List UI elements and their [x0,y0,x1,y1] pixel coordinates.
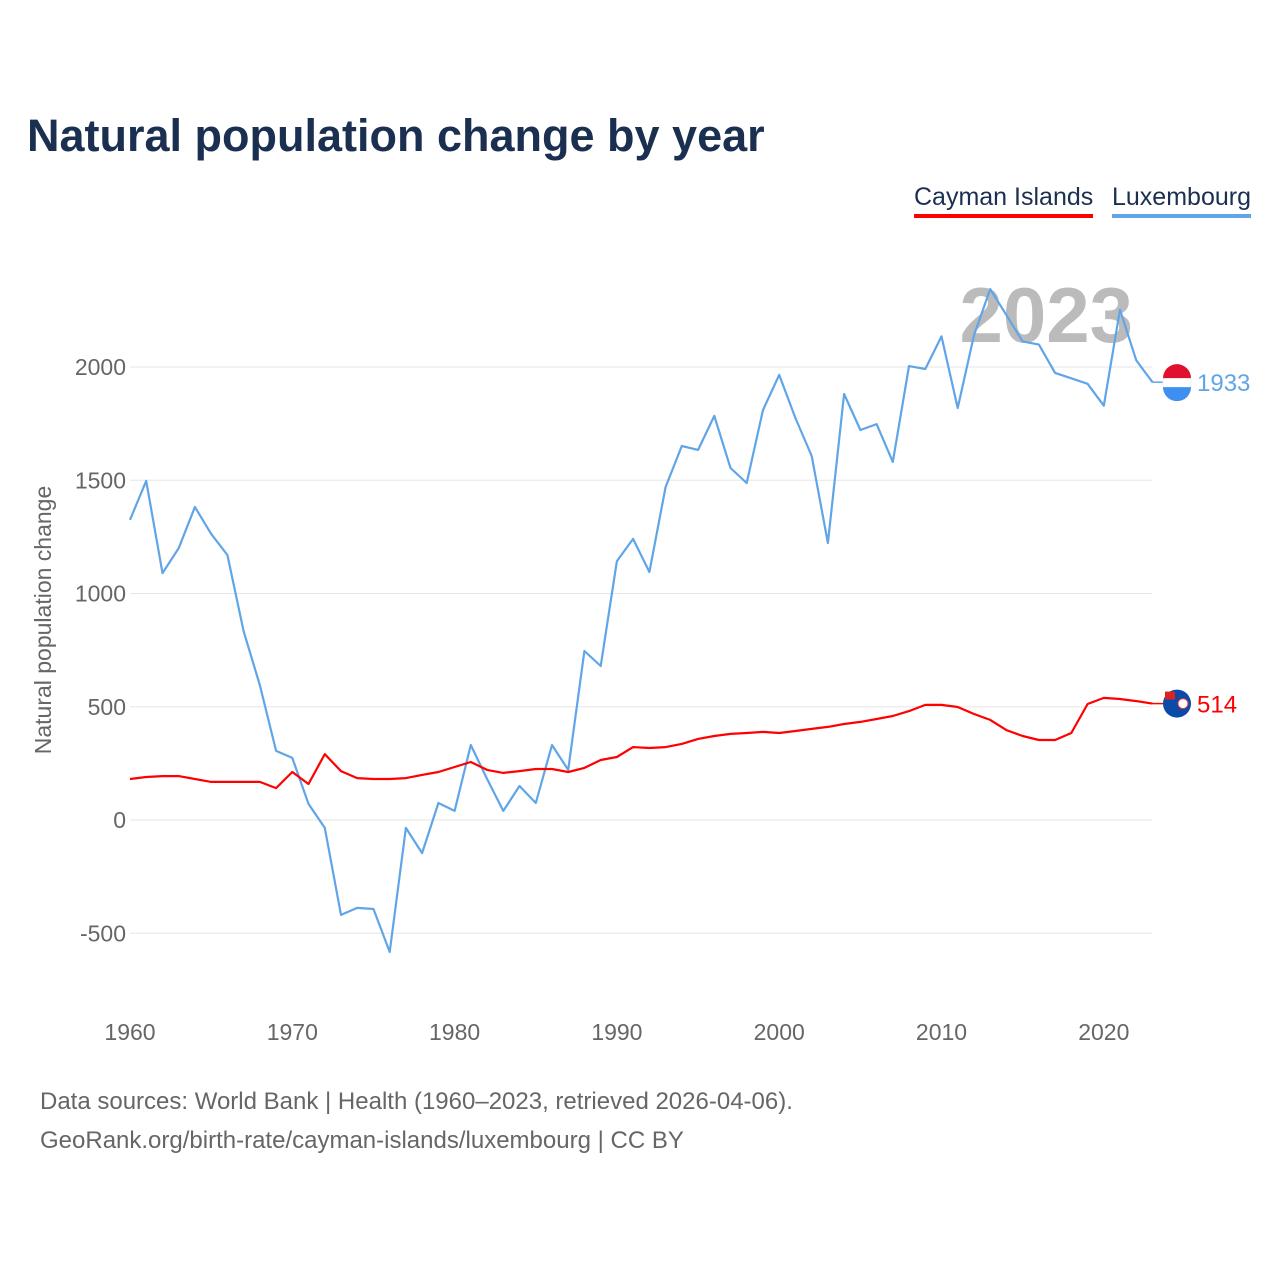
flag-stripe-red [1163,364,1191,379]
end-value-label: 1933 [1197,370,1250,397]
legend-cayman-islands[interactable]: Cayman Islands [914,183,1094,218]
x-tick-label: 2020 [1078,1019,1129,1045]
x-tick-label: 1960 [104,1019,155,1045]
source-note: Data sources: World Bank | Health (1960–… [40,1088,793,1115]
end-value-label: 514 [1197,692,1237,719]
year-watermark: 2023 [959,271,1133,359]
x-tick-label: 1970 [267,1019,318,1045]
x-tick-label: 1990 [591,1019,642,1045]
x-tick-label: 2010 [916,1019,967,1045]
y-axis-label: Natural population change [30,486,56,755]
y-tick-label: 500 [88,694,126,720]
series-line-luxembourg [128,288,1154,954]
flag-stripe-blue [1163,387,1191,402]
flag-crest [1177,698,1189,710]
flag-union-jack [1165,691,1175,700]
y-tick-label: 1500 [75,467,126,493]
legend-luxembourg[interactable]: Luxembourg [1112,183,1251,218]
series-line-cayman-islands [129,696,1153,790]
source-link[interactable]: GeoRank.org/birth-rate/cayman-islands/lu… [40,1127,684,1154]
y-tick-label: 1000 [75,581,126,607]
x-tick-label: 1980 [429,1019,480,1045]
x-tick-label: 2000 [754,1019,805,1045]
y-tick-label: 2000 [75,354,126,380]
y-tick-label: -500 [80,920,126,946]
y-tick-label: 0 [113,807,126,833]
chart-title: Natural population change by year [27,110,765,161]
